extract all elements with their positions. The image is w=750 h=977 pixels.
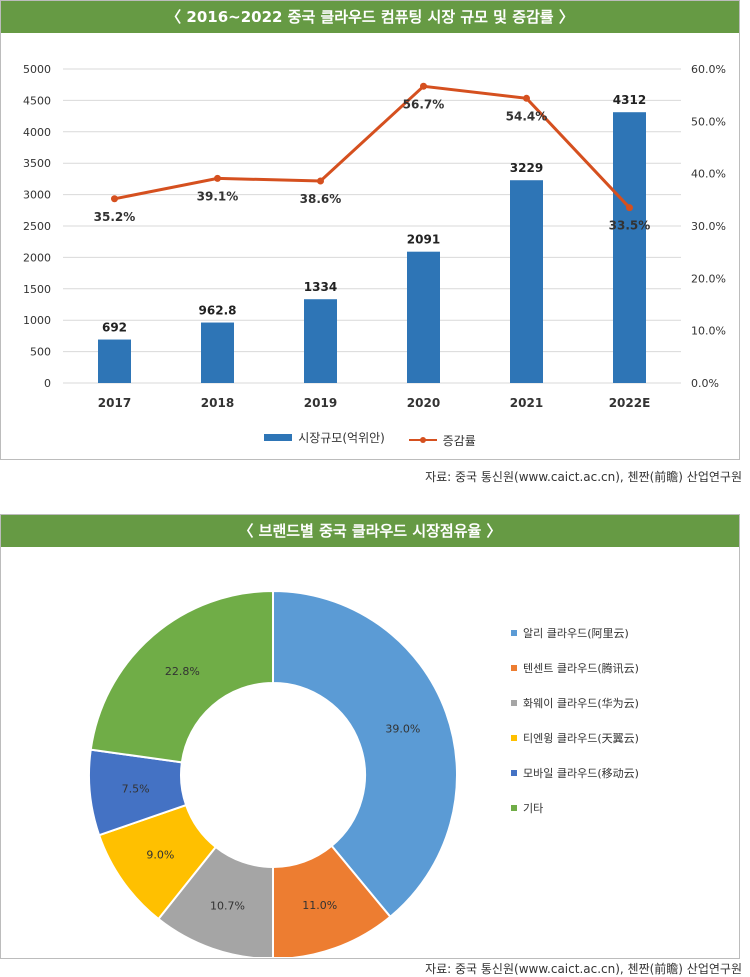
x-tick-label: 2019 [304, 396, 337, 410]
bar [407, 251, 440, 383]
chart1-source: 자료: 중국 통신원(www.caict.ac.cn), 첸짠(前瞻) 산업연구… [425, 470, 742, 484]
legend-swatch [511, 769, 517, 776]
bar [510, 180, 543, 383]
slice-data-label: 10.7% [210, 899, 245, 912]
growth-point [111, 195, 118, 203]
bar [201, 322, 234, 383]
legend-label: 화웨이 클라우드(华为云) [523, 696, 639, 710]
legend-swatch [511, 734, 517, 741]
growth-data-label: 33.5% [609, 219, 651, 233]
bar-data-label: 1334 [304, 280, 337, 294]
chart2-title: 〈 브랜드별 중국 클라우드 시장점유율 〉 [1, 515, 739, 547]
legend-label: 티엔윙 클라우드(天翼云) [523, 731, 639, 745]
growth-data-label: 56.7% [403, 97, 445, 111]
chart2-source: 자료: 중국 통신원(www.caict.ac.cn), 첸짠(前瞻) 산업연구… [425, 962, 742, 976]
chart2-svg: 39.0% 11.0% 10.7% 9.0% 7.5% 22.8% [88, 589, 458, 957]
legend-label: 시장규모(억위안) [298, 431, 385, 445]
y-left-tick-label: 1000 [23, 314, 51, 327]
legend-item-market-size: 시장규모(억위안) [264, 429, 385, 446]
legend-item-growth-rate: 증감률 [408, 432, 476, 449]
bar [304, 299, 337, 383]
legend-swatch [511, 664, 517, 671]
donut-slice [272, 844, 392, 957]
bar [98, 339, 131, 383]
legend-line-swatch [408, 437, 437, 443]
bar-data-label: 3229 [510, 161, 543, 175]
y-left-tick-label: 5000 [23, 63, 51, 76]
y-left-tick-label: 4000 [23, 126, 51, 139]
y-right-tick-label: 0.0% [691, 377, 719, 390]
chart2-legend: 알리 클라우드(阿里云) 텐센트 클라우드(腾讯云) 화웨이 클라우드(华为云) 티엔… [511, 623, 639, 833]
bar-data-label: 692 [102, 321, 127, 335]
legend-swatch [511, 699, 517, 706]
legend-item: 텐센트 클라우드(腾讯云) [511, 658, 639, 677]
bar [613, 112, 646, 384]
legend-label: 텐센트 클라우드(腾讯云) [523, 661, 639, 675]
y-left-tick-label: 500 [30, 346, 51, 359]
donut-slice [89, 589, 274, 764]
bar-data-label: 4312 [613, 93, 646, 107]
slice-data-label: 39.0% [385, 722, 420, 735]
growth-point [317, 177, 324, 185]
slice-data-label: 11.0% [302, 899, 337, 912]
y-left-tick-label: 3500 [23, 157, 51, 170]
y-left-tick-label: 0 [44, 377, 51, 390]
legend-label: 알리 클라우드(阿里云) [523, 626, 629, 640]
legend-swatch [511, 804, 517, 811]
x-tick-label: 2020 [407, 396, 440, 410]
slice-data-label: 9.0% [146, 849, 174, 862]
legend-item: 화웨이 클라우드(华为云) [511, 693, 639, 712]
y-left-tick-label: 2500 [23, 220, 51, 233]
legend-item: 모바일 클라우드(移动云) [511, 763, 639, 782]
legend-item: 티엔윙 클라우드(天翼云) [511, 728, 639, 747]
x-tick-label: 2022E [609, 396, 651, 410]
bar-data-label: 2091 [407, 233, 440, 247]
growth-line [114, 84, 631, 209]
growth-data-label: 54.4% [506, 109, 548, 123]
y-right-tick-label: 20.0% [691, 272, 726, 285]
legend-item: 기타 [511, 798, 639, 817]
y-right-tick-label: 40.0% [691, 168, 726, 181]
legend-item: 알리 클라우드(阿里云) [511, 623, 639, 642]
growth-data-label: 39.1% [197, 189, 239, 203]
donut-slice [272, 589, 458, 919]
slice-data-label: 22.8% [165, 665, 200, 678]
y-left-tick-label: 3000 [23, 189, 51, 202]
y-right-tick-label: 30.0% [691, 220, 726, 233]
slice-data-label: 7.5% [122, 782, 150, 795]
chart1-svg: 0 500 1000 1500 2000 2500 3000 3500 4000 4500 5000… [23, 63, 726, 410]
growth-point [523, 94, 530, 102]
growth-data-label: 35.2% [94, 210, 136, 224]
legend-label: 증감률 [442, 433, 476, 448]
legend-swatch [511, 629, 517, 636]
legend-label: 기타 [523, 801, 544, 815]
y-right-tick-label: 60.0% [691, 63, 726, 76]
y-right-tick-label: 10.0% [691, 325, 726, 338]
chart1-panel: 〈 2016~2022 중국 클라우드 컴퓨팅 시장 규모 및 증감률 〉 0 5… [0, 0, 740, 460]
growth-point [626, 204, 633, 212]
growth-point [420, 82, 427, 90]
x-tick-label: 2017 [98, 396, 131, 410]
chart1-title: 〈 2016~2022 중국 클라우드 컴퓨팅 시장 규모 및 증감률 〉 [1, 1, 739, 33]
growth-data-label: 38.6% [300, 192, 342, 206]
y-left-tick-label: 1500 [23, 283, 51, 296]
legend-bar-swatch [264, 434, 293, 441]
bar-data-label: 962.8 [199, 304, 237, 318]
growth-point [214, 174, 221, 182]
x-tick-label: 2018 [201, 396, 234, 410]
chart1-legend: 시장규모(억위안) 증감률 [1, 429, 739, 449]
chart2-panel: 〈 브랜드별 중국 클라우드 시장점유율 〉 39.0% 11.0% 10.7% 9.… [0, 514, 740, 959]
y-left-tick-label: 2000 [23, 251, 51, 264]
x-tick-label: 2021 [510, 396, 543, 410]
y-right-tick-label: 50.0% [691, 115, 726, 128]
y-left-tick-label: 4500 [23, 94, 51, 107]
legend-label: 모바일 클라우드(移动云) [523, 766, 639, 780]
